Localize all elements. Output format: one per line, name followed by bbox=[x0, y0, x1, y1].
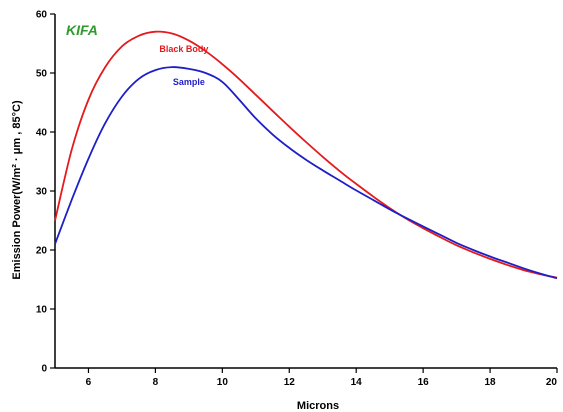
y-axis-title: Emission Power(W/m² · μm , 85°C) bbox=[11, 100, 23, 280]
y-axis-ticks: 0 10 20 30 40 50 60 bbox=[36, 10, 55, 375]
chart-title: KIFA bbox=[66, 22, 98, 38]
black-body-line bbox=[54, 30, 558, 279]
x-axis-title: Microns bbox=[297, 400, 339, 412]
series-lines bbox=[54, 30, 558, 280]
x-tick-label: 20 bbox=[546, 377, 558, 388]
chart-axes bbox=[54, 14, 557, 369]
x-tick-label: 14 bbox=[351, 377, 363, 388]
x-tick-label: 10 bbox=[217, 377, 229, 388]
black-body-label: Black Body bbox=[159, 44, 208, 54]
x-tick-label: 18 bbox=[485, 377, 497, 388]
y-tick-label: 20 bbox=[36, 246, 48, 257]
series-labels: Black Body Sample bbox=[159, 44, 208, 87]
y-tick-label: 50 bbox=[36, 69, 48, 80]
y-tick-label: 30 bbox=[36, 187, 48, 198]
y-tick-label: 10 bbox=[36, 305, 48, 316]
y-tick-label: 40 bbox=[36, 128, 48, 139]
x-tick-label: 16 bbox=[418, 377, 430, 388]
sample-label: Sample bbox=[173, 77, 205, 87]
x-tick-label: 6 bbox=[86, 377, 92, 388]
y-tick-label: 0 bbox=[41, 364, 47, 375]
x-tick-label: 12 bbox=[284, 377, 296, 388]
sample-line bbox=[54, 66, 558, 280]
x-axis-ticks: 6 8 10 12 14 16 18 20 bbox=[86, 368, 558, 388]
y-tick-label: 60 bbox=[36, 10, 48, 21]
x-tick-label: 8 bbox=[153, 377, 159, 388]
